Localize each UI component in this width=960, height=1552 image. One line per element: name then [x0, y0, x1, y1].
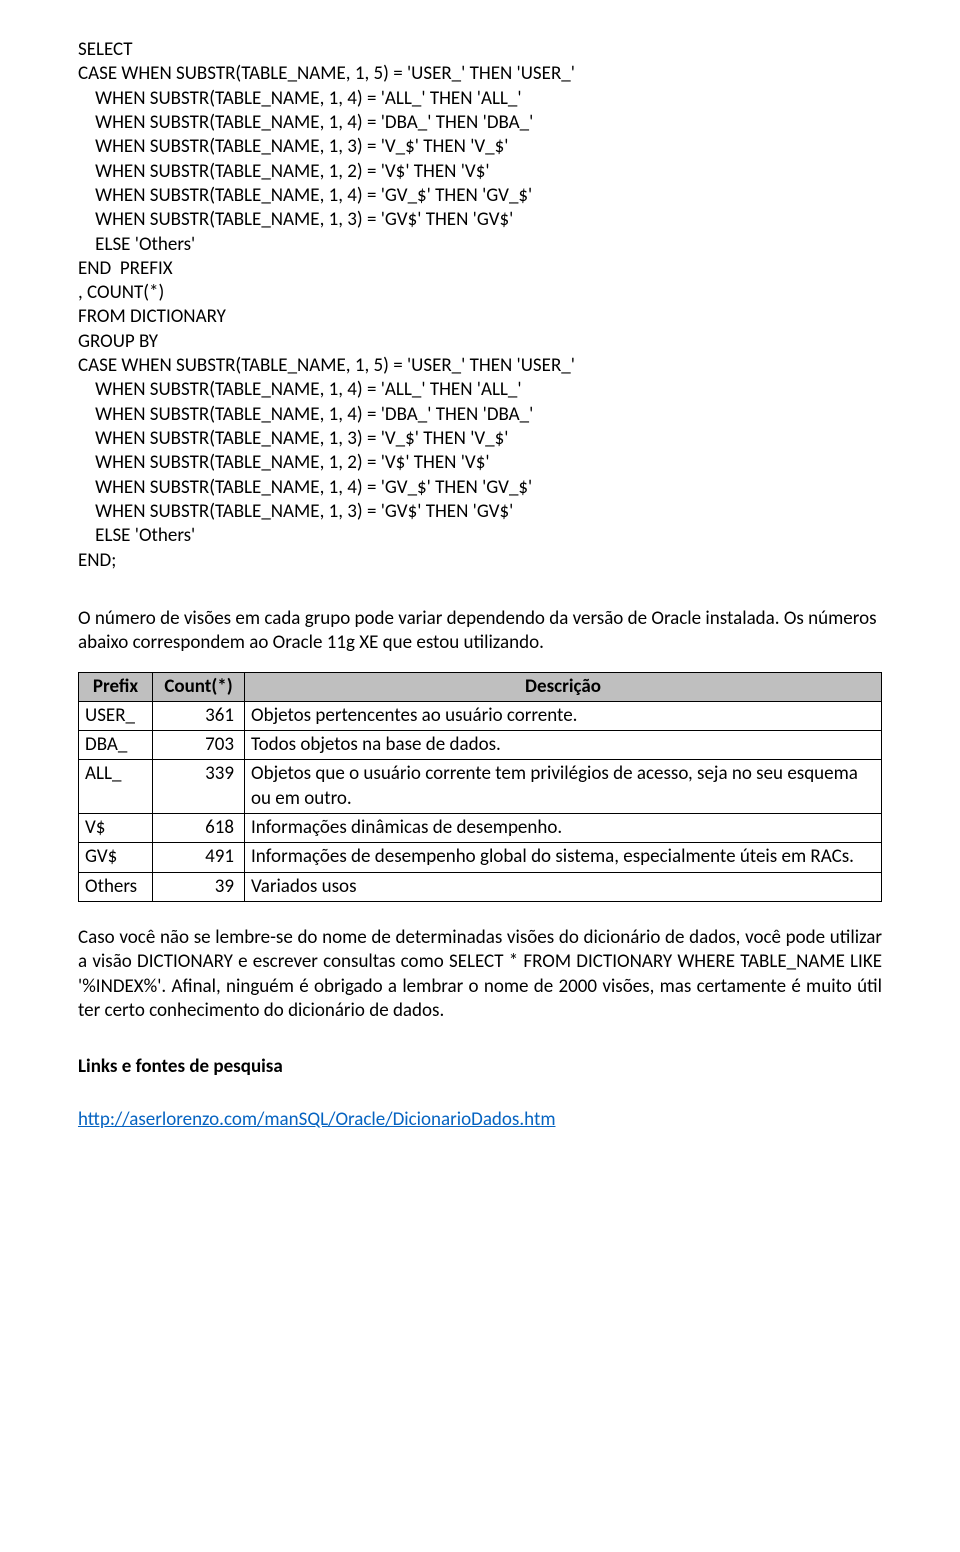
table-header-row: Prefix Count(*) Descrição — [79, 672, 882, 701]
cell-desc: Objetos pertencentes ao usuário corrente… — [245, 701, 882, 730]
cell-prefix: USER_ — [79, 701, 153, 730]
cell-prefix: ALL_ — [79, 760, 153, 814]
prefix-table: Prefix Count(*) Descrição USER_ 361 Obje… — [78, 672, 882, 903]
cell-count: 361 — [153, 701, 245, 730]
cell-count: 618 — [153, 814, 245, 843]
table-row: Others 39 Variados usos — [79, 872, 882, 901]
cell-count: 339 — [153, 760, 245, 814]
cell-desc: Informações de desempenho global do sist… — [245, 843, 882, 872]
cell-count: 39 — [153, 872, 245, 901]
paragraph-intro: O número de visões em cada grupo pode va… — [78, 607, 882, 656]
th-desc: Descrição — [245, 672, 882, 701]
links-heading: Links e fontes de pesquisa — [78, 1055, 882, 1079]
th-count: Count(*) — [153, 672, 245, 701]
table-row: V$ 618 Informações dinâmicas de desempen… — [79, 814, 882, 843]
table-row: DBA_ 703 Todos objetos na base de dados. — [79, 731, 882, 760]
cell-prefix: V$ — [79, 814, 153, 843]
cell-prefix: GV$ — [79, 843, 153, 872]
cell-prefix: Others — [79, 872, 153, 901]
table-row: ALL_ 339 Objetos que o usuário corrente … — [79, 760, 882, 814]
cell-count: 491 — [153, 843, 245, 872]
sql-code-block: SELECT CASE WHEN SUBSTR(TABLE_NAME, 1, 5… — [78, 38, 882, 573]
reference-link[interactable]: http://aserlorenzo.com/manSQL/Oracle/Dic… — [78, 1108, 556, 1131]
table-row: USER_ 361 Objetos pertencentes ao usuári… — [79, 701, 882, 730]
reference-link-row: http://aserlorenzo.com/manSQL/Oracle/Dic… — [78, 1108, 882, 1132]
cell-desc: Variados usos — [245, 872, 882, 901]
paragraph-closing: Caso você não se lembre-se do nome de de… — [78, 926, 882, 1023]
th-prefix: Prefix — [79, 672, 153, 701]
cell-prefix: DBA_ — [79, 731, 153, 760]
table-row: GV$ 491 Informações de desempenho global… — [79, 843, 882, 872]
cell-desc: Informações dinâmicas de desempenho. — [245, 814, 882, 843]
cell-desc: Todos objetos na base de dados. — [245, 731, 882, 760]
cell-count: 703 — [153, 731, 245, 760]
cell-desc: Objetos que o usuário corrente tem privi… — [245, 760, 882, 814]
